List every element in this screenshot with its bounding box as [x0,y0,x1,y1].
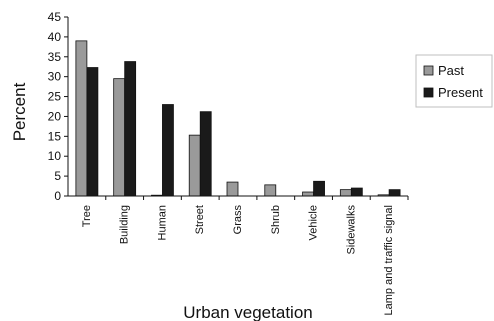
x-category-label: Tree [81,205,93,227]
y-tick-label: 20 [48,109,62,123]
bar-past-street [188,134,201,197]
y-tick-label: 40 [48,30,62,44]
x-category-label: Sidewalks [345,205,357,255]
bar-present-building [124,61,137,197]
bar-present-sidewalks [350,187,363,197]
x-category-label: Human [156,205,168,240]
x-category-label: Building [119,205,131,244]
bar-past-building [113,78,126,197]
bar-present-human [162,104,174,197]
x-category-label: Lamp and traffic signal [383,205,395,315]
legend: Past Present [415,54,493,108]
y-axis-ticks: 0 5 10 15 20 25 30 35 40 45 [48,10,68,203]
bar-present-lamp-and-traffic-signal [388,189,401,197]
y-tick-label: 10 [48,149,62,163]
x-axis-category-labels: Tree Building Human Street Grass Shrub Vehicle… [81,205,395,316]
bar-past-shrub [264,184,277,197]
legend-label-present: Present [438,85,483,100]
y-tick-label: 25 [48,90,62,104]
bar-present-tree [86,67,99,197]
legend-swatch-past [423,65,434,76]
bar-past-sidewalks [339,189,352,197]
x-axis-title: Urban vegetation [183,303,312,321]
bar-present-vehicle [313,180,325,197]
legend-swatch-present [423,87,434,98]
bars [75,40,401,197]
y-tick-label: 5 [54,169,61,183]
bar-past-tree [75,40,88,197]
legend-box [415,54,493,108]
x-category-label: Shrub [270,205,282,234]
x-category-label: Grass [232,205,244,235]
x-category-label: Vehicle [308,205,320,240]
y-tick-label: 15 [48,129,62,143]
y-tick-label: 0 [54,189,61,203]
x-axis-ticks [105,196,409,200]
bar-present-street [199,111,212,197]
x-category-label: Street [194,205,206,234]
y-tick-label: 30 [48,70,62,84]
legend-label-past: Past [438,63,464,78]
y-tick-label: 35 [48,50,62,64]
bar-past-vehicle [302,191,314,197]
y-tick-label: 45 [48,10,62,24]
y-axis-title: Percent [10,82,29,141]
bar-past-grass [226,181,239,197]
